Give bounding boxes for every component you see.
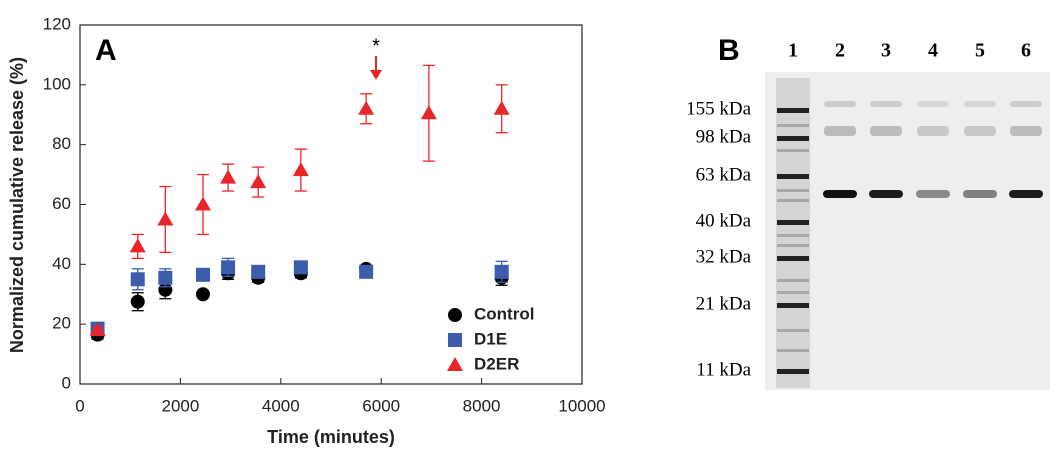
ladder-band bbox=[777, 369, 809, 374]
lane-label: 3 bbox=[881, 40, 891, 62]
data-point bbox=[493, 100, 510, 115]
data-point bbox=[129, 238, 146, 253]
legend-label: D2ER bbox=[474, 354, 519, 373]
data-point bbox=[251, 264, 266, 279]
data-point bbox=[494, 264, 509, 279]
marker-label: 11 kDa bbox=[696, 359, 751, 380]
ladder-band bbox=[777, 108, 809, 113]
y-tick-label: 20 bbox=[52, 314, 71, 333]
annotation-arrowhead bbox=[370, 70, 382, 80]
data-point bbox=[221, 260, 236, 275]
lane-label: 1 bbox=[788, 40, 798, 62]
data-point bbox=[359, 264, 374, 279]
protein-band bbox=[963, 190, 997, 198]
marker-label: 32 kDa bbox=[696, 246, 752, 267]
protein-band-faint bbox=[917, 126, 949, 136]
y-axis-title: Normalized cumulative release (%) bbox=[7, 57, 27, 353]
legend-label: D1E bbox=[474, 329, 507, 348]
protein-band-faint bbox=[824, 101, 856, 107]
data-point bbox=[158, 270, 173, 285]
ladder-band-faint bbox=[777, 189, 809, 192]
marker-label: 21 kDa bbox=[696, 293, 752, 314]
data-point bbox=[130, 294, 145, 309]
protein-band-faint bbox=[1010, 126, 1042, 136]
y-tick-label: 0 bbox=[62, 373, 71, 392]
x-tick-label: 6000 bbox=[362, 396, 400, 415]
legend-label: Control bbox=[474, 304, 534, 323]
y-tick-label: 100 bbox=[43, 74, 71, 93]
marker-label: 63 kDa bbox=[696, 164, 752, 185]
ladder-band-faint bbox=[777, 149, 809, 152]
legend-marker bbox=[448, 333, 462, 347]
data-point bbox=[130, 272, 145, 287]
y-tick-label: 80 bbox=[52, 134, 71, 153]
protein-band bbox=[823, 190, 857, 198]
protein-band bbox=[916, 190, 950, 198]
ladder-band-faint bbox=[777, 329, 809, 332]
ladder-band-faint bbox=[777, 279, 809, 282]
ladder-band-faint bbox=[777, 199, 809, 202]
data-point bbox=[89, 322, 106, 337]
marker-label: 40 kDa bbox=[696, 210, 752, 231]
protein-band-faint bbox=[824, 126, 856, 136]
x-tick-label: 10000 bbox=[558, 396, 605, 415]
x-axis-title: Time (minutes) bbox=[267, 427, 395, 447]
ladder-band-faint bbox=[777, 124, 809, 127]
ladder-band-faint bbox=[777, 349, 809, 352]
x-tick-label: 2000 bbox=[161, 396, 199, 415]
lane-label: 4 bbox=[928, 40, 938, 62]
panel-label: B bbox=[718, 34, 740, 67]
protein-band-faint bbox=[870, 126, 902, 136]
protein-band-faint bbox=[964, 126, 996, 136]
data-point bbox=[250, 174, 267, 189]
ladder-lane bbox=[776, 78, 810, 388]
ladder-band bbox=[777, 136, 809, 141]
ladder-band-faint bbox=[777, 291, 809, 294]
ladder-band bbox=[777, 174, 809, 179]
gel-image bbox=[765, 72, 1050, 390]
y-tick-label: 120 bbox=[43, 14, 71, 33]
legend-marker bbox=[447, 357, 463, 371]
protein-band bbox=[1009, 190, 1043, 198]
legend-marker bbox=[448, 308, 462, 322]
data-point bbox=[195, 287, 210, 302]
ladder-band bbox=[777, 303, 809, 308]
annotation: * bbox=[372, 35, 380, 57]
lane-label: 2 bbox=[835, 40, 845, 62]
panel-label: A bbox=[95, 34, 117, 67]
lane-label: 5 bbox=[975, 40, 985, 62]
marker-label: 98 kDa bbox=[696, 126, 752, 147]
y-tick-label: 40 bbox=[52, 254, 71, 273]
data-point bbox=[358, 100, 375, 115]
protein-band-faint bbox=[870, 101, 902, 107]
y-tick-label: 60 bbox=[52, 194, 71, 213]
data-point bbox=[195, 267, 210, 282]
lane-label: 6 bbox=[1021, 40, 1031, 62]
data-point bbox=[420, 105, 437, 120]
data-point bbox=[220, 169, 237, 184]
ladder-band bbox=[777, 256, 809, 261]
data-point bbox=[293, 260, 308, 275]
protein-band-faint bbox=[1010, 101, 1042, 107]
data-point bbox=[194, 196, 211, 211]
protein-band bbox=[869, 190, 903, 198]
ladder-band-faint bbox=[777, 234, 809, 237]
ladder-band-faint bbox=[777, 244, 809, 247]
x-tick-label: 4000 bbox=[262, 396, 300, 415]
x-tick-label: 8000 bbox=[463, 396, 501, 415]
marker-label: 155 kDa bbox=[686, 98, 751, 119]
protein-band-faint bbox=[917, 101, 949, 107]
ladder-band bbox=[777, 220, 809, 225]
x-tick-label: 0 bbox=[75, 396, 84, 415]
data-point bbox=[157, 211, 174, 226]
protein-band-faint bbox=[964, 101, 996, 107]
data-point bbox=[292, 162, 309, 177]
